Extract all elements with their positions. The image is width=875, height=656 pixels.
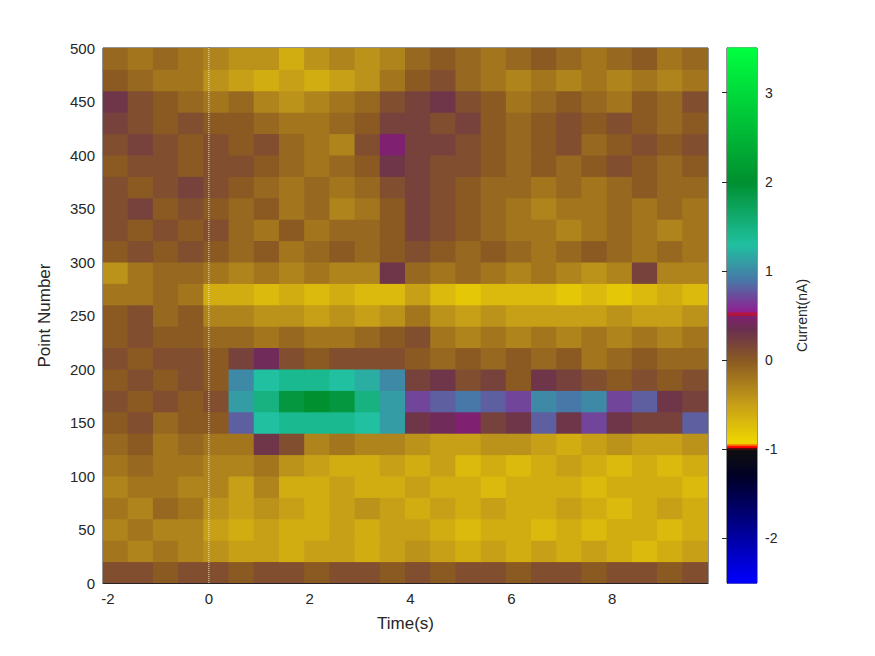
svg-text:350: 350 <box>70 200 95 217</box>
svg-text:-2: -2 <box>765 530 778 546</box>
svg-text:3: 3 <box>765 85 773 101</box>
svg-text:Current(nA): Current(nA) <box>794 279 810 352</box>
svg-text:6: 6 <box>507 590 515 607</box>
svg-text:250: 250 <box>70 307 95 324</box>
svg-text:50: 50 <box>78 521 95 538</box>
svg-text:300: 300 <box>70 254 95 271</box>
svg-text:1: 1 <box>765 263 773 279</box>
svg-text:0: 0 <box>87 575 95 592</box>
svg-text:-1: -1 <box>765 441 778 457</box>
svg-text:2: 2 <box>765 174 773 190</box>
svg-text:400: 400 <box>70 147 95 164</box>
svg-text:100: 100 <box>70 468 95 485</box>
svg-text:450: 450 <box>70 93 95 110</box>
svg-text:150: 150 <box>70 414 95 431</box>
svg-text:Time(s): Time(s) <box>377 614 434 633</box>
svg-text:200: 200 <box>70 361 95 378</box>
svg-text:2: 2 <box>306 590 314 607</box>
svg-text:Point Number: Point Number <box>35 263 54 367</box>
svg-text:0: 0 <box>205 590 213 607</box>
svg-text:0: 0 <box>765 352 773 368</box>
svg-text:8: 8 <box>608 590 616 607</box>
svg-text:-2: -2 <box>101 590 114 607</box>
svg-text:4: 4 <box>406 590 414 607</box>
svg-text:500: 500 <box>70 40 95 57</box>
